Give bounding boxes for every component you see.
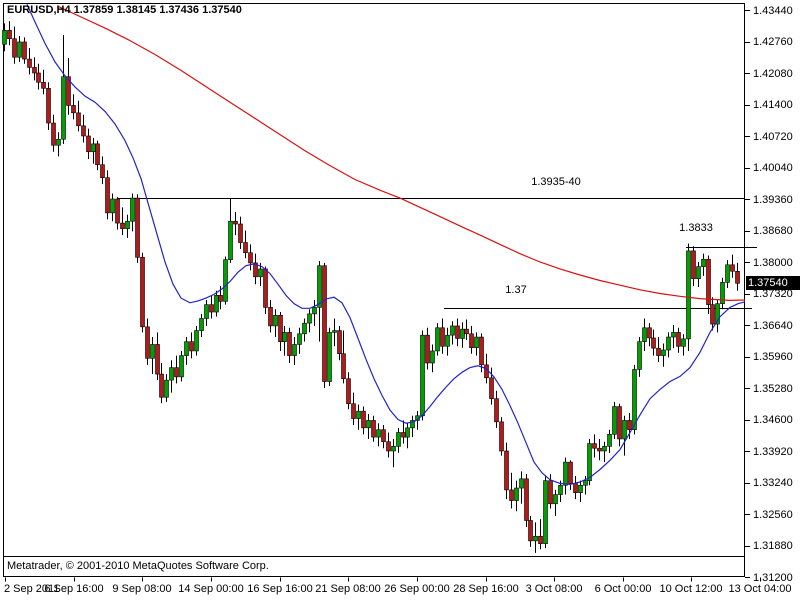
ma-fast-line (26, 4, 746, 486)
current-price-badge: 1.37540 (746, 276, 800, 290)
price-axis-label: 1.41400 (753, 99, 793, 111)
price-axis-label: 1.36640 (753, 320, 793, 332)
price-axis-label: 1.37320 (753, 288, 793, 300)
time-axis-label: 28 Sep 16:00 (453, 583, 519, 595)
candles-layer (2, 21, 740, 553)
time-axis-label: 3 Oct 08:00 (525, 583, 583, 595)
level-label: 1.3833 (679, 222, 713, 234)
price-axis-label: 1.31200 (753, 572, 793, 584)
chart-ohlc-header: EURUSD,H4 1.37859 1.38145 1.37436 1.3754… (7, 4, 242, 16)
price-axis-label: 1.32560 (753, 509, 793, 521)
price-axis-label: 1.42760 (753, 36, 793, 48)
price-axis-label: 1.31880 (753, 540, 793, 552)
price-axis-label: 1.43440 (753, 5, 793, 17)
level-label: 1.3935-40 (531, 176, 581, 188)
time-axis-label: 21 Sep 08:00 (315, 583, 381, 595)
time-axis-label: 10 Oct 12:00 (659, 583, 723, 595)
time-axis-label: 9 Sep 08:00 (112, 583, 172, 595)
price-axis-label: 1.42080 (753, 68, 793, 80)
time-axis-label: 13 Oct 04:00 (728, 583, 792, 595)
time-axis-label: 14 Sep 00:00 (178, 583, 244, 595)
time-axis-label: 6 Oct 00:00 (594, 583, 652, 595)
plot-frame (3, 3, 745, 577)
price-axis-label: 1.34600 (753, 414, 793, 426)
support-resistance-lines[interactable] (3, 198, 757, 557)
price-axis-label: 1.35960 (753, 351, 793, 363)
ma-slow-line (57, 5, 746, 302)
time-axis-label: 26 Sep 00:00 (384, 583, 450, 595)
copyright-watermark: Metatrader, © 2001-2010 MetaQuotes Softw… (7, 560, 269, 572)
price-axis-label: 1.38680 (753, 225, 793, 237)
axis-ticks (5, 10, 761, 582)
level-label: 1.37 (505, 284, 527, 296)
time-axis-label: 2 Sep 2011 (4, 583, 60, 595)
time-axis-label: 6 Sep 16:00 (44, 583, 104, 595)
price-axis-label: 1.38000 (753, 257, 793, 269)
price-axis-label: 1.35280 (753, 383, 793, 395)
time-axis-label: 16 Sep 16:00 (247, 583, 313, 595)
price-axis-label: 1.40720 (753, 131, 793, 143)
price-axis-label: 1.33240 (753, 477, 793, 489)
price-axis-label: 1.33920 (753, 446, 793, 458)
price-axis-label: 1.40040 (753, 162, 793, 174)
price-axis-label: 1.39360 (753, 194, 793, 206)
